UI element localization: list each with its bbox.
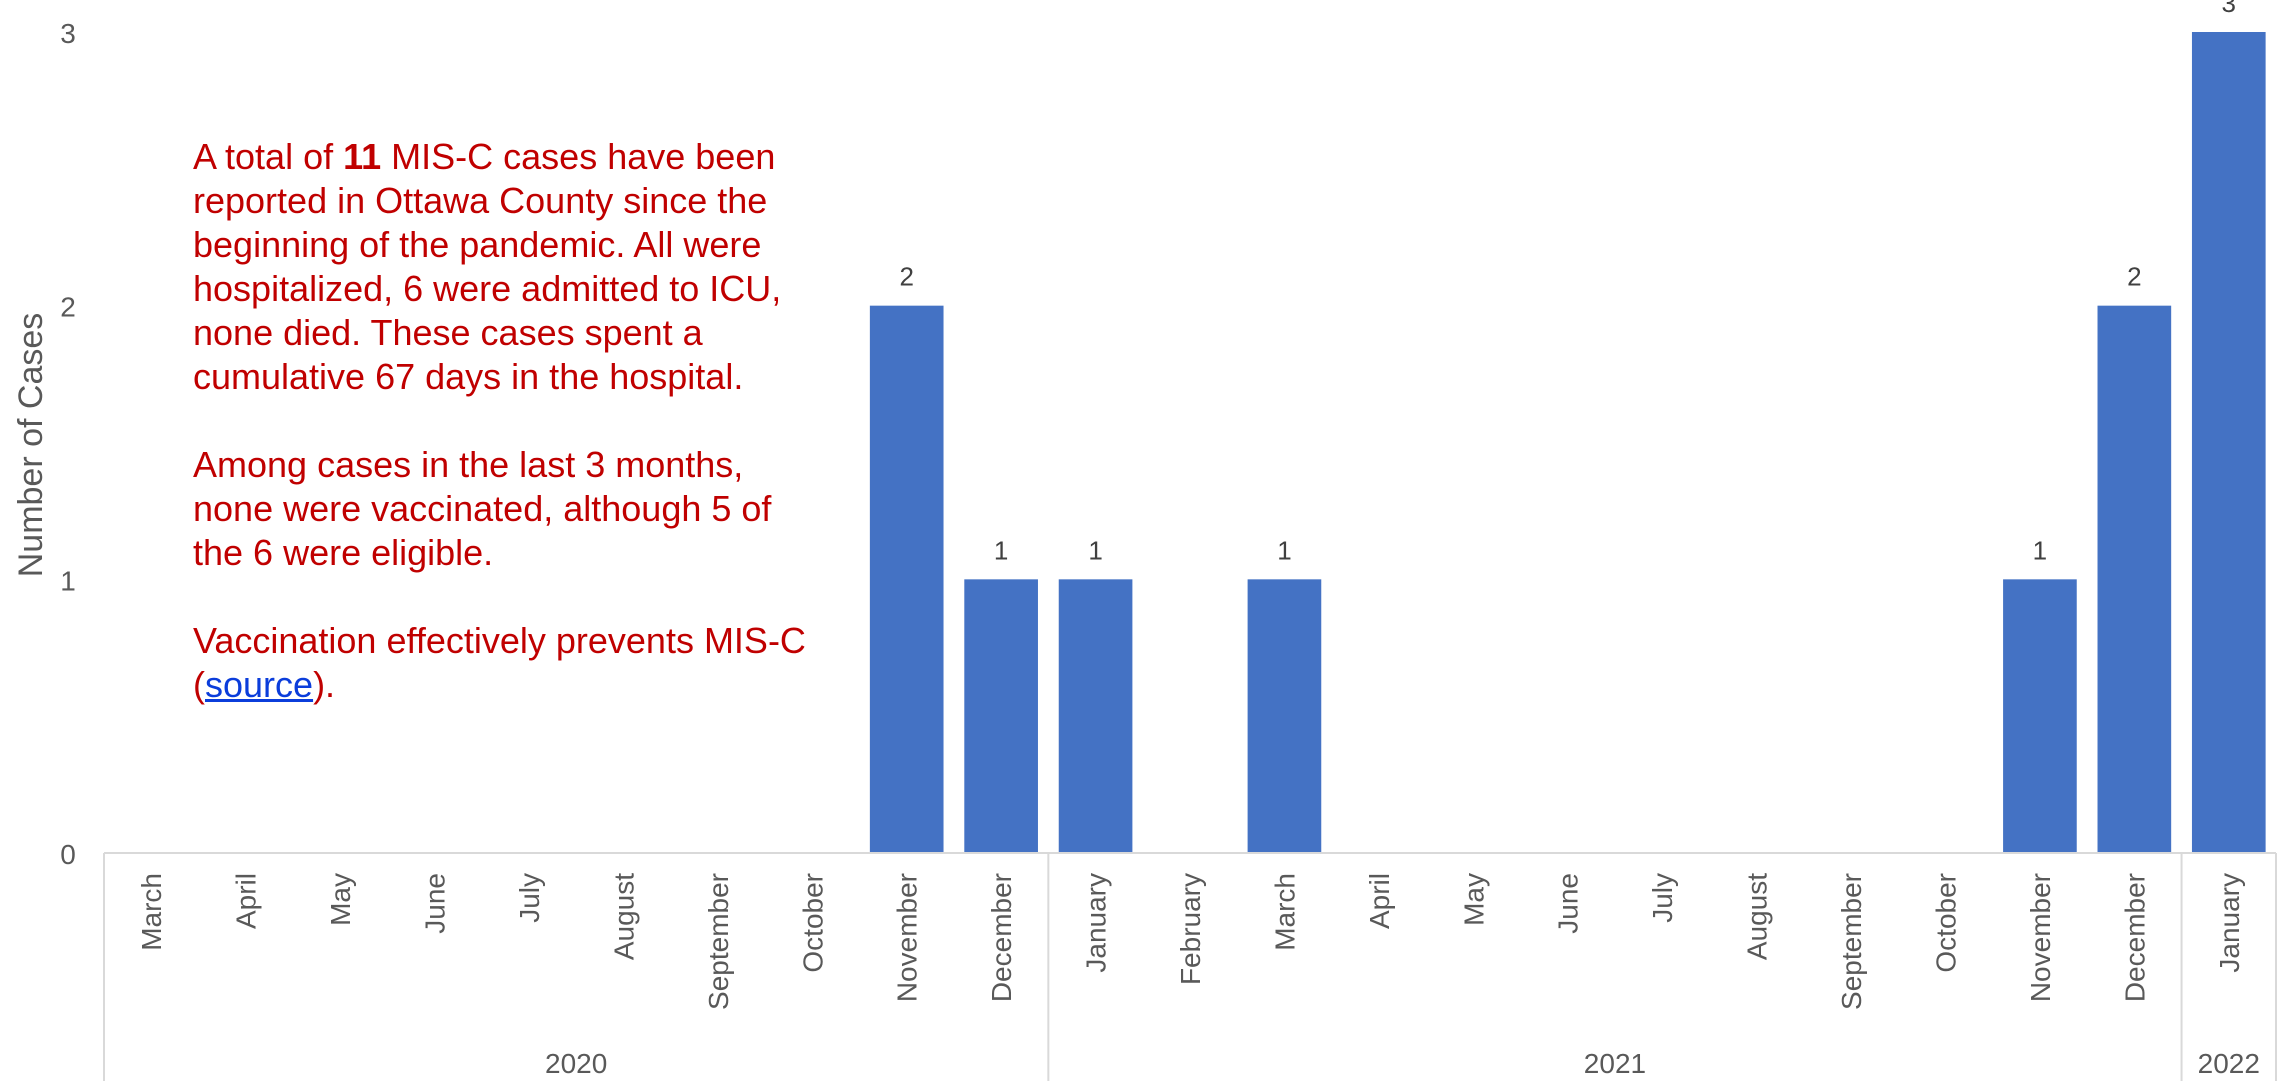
bar: [869, 305, 944, 854]
y-tick-label: 2: [60, 292, 76, 323]
prevention-paragraph: Vaccination effectively prevents MIS-C (…: [193, 619, 813, 707]
month-label: November: [2025, 873, 2056, 1002]
bar-data-label: 2: [899, 262, 913, 292]
month-label: October: [1930, 873, 1961, 973]
month-label: March: [136, 873, 167, 951]
summary-paragraph: A total of 11 MIS-C cases have been repo…: [193, 135, 813, 399]
month-label: November: [892, 873, 923, 1002]
month-label: August: [1742, 873, 1773, 960]
bar: [2191, 32, 2266, 853]
bar: [1058, 579, 1133, 853]
month-label: June: [1553, 873, 1584, 934]
summary-text-pre: A total of: [193, 136, 344, 177]
data-labels: 2 1 1 1 1 2 3: [899, 0, 2236, 565]
prevention-text-end: ).: [313, 664, 336, 705]
month-label: April: [1364, 873, 1395, 929]
summary-text-post: MIS-C cases have been reported in Ottawa…: [193, 136, 782, 397]
bar: [964, 579, 1038, 853]
month-label: September: [1836, 873, 1867, 1010]
bar: [2097, 305, 2172, 854]
month-label: February: [1175, 873, 1206, 985]
y-tick-label: 1: [60, 565, 76, 596]
month-label: August: [608, 873, 639, 960]
month-label: June: [420, 873, 451, 934]
bar-data-label: 1: [994, 535, 1008, 565]
month-label: May: [1458, 873, 1489, 926]
y-tick-label: 3: [60, 18, 76, 49]
year-label: 2021: [1584, 1048, 1646, 1079]
year-label: 2022: [2198, 1048, 2260, 1079]
y-axis-ticks: 0 1 2 3: [60, 18, 76, 870]
year-label: 2020: [545, 1048, 607, 1079]
month-label: April: [231, 873, 262, 929]
source-link[interactable]: source: [205, 664, 314, 705]
bar-data-label: 2: [2127, 262, 2141, 292]
bars: [869, 32, 2266, 854]
month-label: September: [703, 873, 734, 1010]
month-label: December: [986, 873, 1017, 1002]
bar-data-label: 1: [1277, 535, 1291, 565]
bar-data-label: 1: [2033, 535, 2047, 565]
y-axis-title: Number of Cases: [12, 313, 50, 578]
bar-data-label: 3: [2222, 0, 2236, 18]
month-label: July: [1647, 873, 1678, 923]
month-label: October: [797, 873, 828, 973]
prevention-text: Vaccination effectively prevents MIS-C (: [193, 620, 806, 705]
vaccination-status-paragraph: Among cases in the last 3 months, none w…: [193, 444, 772, 573]
summary-annotation: A total of 11 MIS-C cases have been repo…: [193, 135, 813, 751]
month-label: March: [1269, 873, 1300, 951]
y-tick-label: 0: [60, 839, 76, 870]
bar: [2003, 579, 2077, 853]
total-cases-count: 11: [343, 136, 382, 177]
month-label: December: [2119, 873, 2150, 1002]
month-label: July: [514, 873, 545, 923]
x-axis: 2020 2021 2022 March April May June July August S…: [103, 852, 2277, 1081]
bar-data-label: 1: [1088, 535, 1102, 565]
month-label: January: [2214, 873, 2245, 973]
month-label: May: [325, 873, 356, 926]
month-label: January: [1081, 873, 1112, 973]
bar: [1247, 579, 1322, 853]
